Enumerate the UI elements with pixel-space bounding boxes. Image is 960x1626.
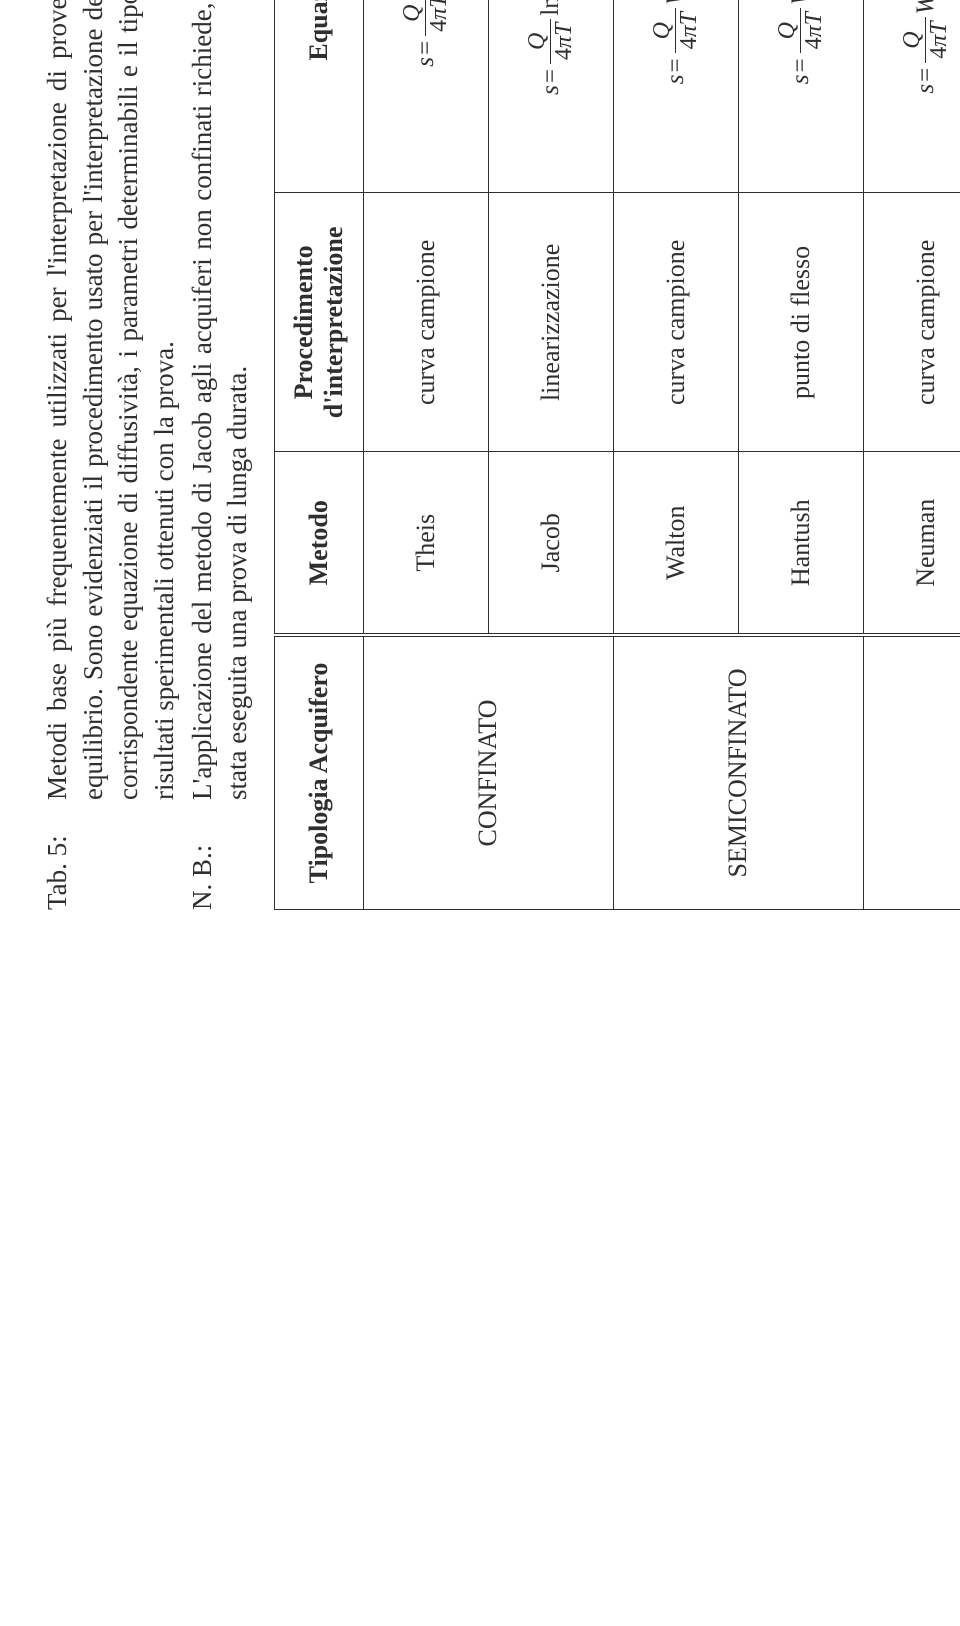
procedure-cell: punto di flesso xyxy=(738,193,863,452)
equation-cell: s=Q4πTW(u,rB) xyxy=(613,0,738,193)
table-row: CONFINATOTheiscurva campiones=Q4πTW(u)T,… xyxy=(363,0,488,910)
aquifer-type-cell: SEMICONFINATO xyxy=(613,635,863,910)
procedure-cell: curva campione xyxy=(363,193,488,452)
equation-cell: s=Q4πTW(u) xyxy=(363,0,488,193)
note-body: L'applicazione del metodo di Jacob agli … xyxy=(185,0,256,800)
caption-body: Metodi base più frequentemente utilizzat… xyxy=(40,0,183,800)
note-label: N. B.: xyxy=(185,800,256,910)
aquifer-type-cell: NON CONFINATO xyxy=(863,635,960,910)
method-cell: Neuman xyxy=(863,452,960,635)
procedure-cell: curva campione xyxy=(613,193,738,452)
table-row: NON CONFINATONeumancurva campiones=Q4πTW… xyxy=(863,0,960,910)
table-caption: Tab. 5: Metodi base più frequentemente u… xyxy=(40,0,183,910)
method-cell: Theis xyxy=(363,452,488,635)
method-cell: Walton xyxy=(613,452,738,635)
col-header-method: Metodo xyxy=(274,452,363,635)
table-note: N. B.: L'applicazione del metodo di Jaco… xyxy=(185,0,256,910)
table-body: CONFINATOTheiscurva campiones=Q4πTW(u)T,… xyxy=(363,0,960,910)
aquifer-type-cell: CONFINATO xyxy=(363,635,613,910)
procedure-cell: curva campione xyxy=(863,193,960,452)
equation-cell: s=Q4πTW(u,rB) xyxy=(738,0,863,193)
method-cell: Jacob xyxy=(488,452,613,635)
col-header-procedure: Procedimento d'interpretazione xyxy=(274,193,363,452)
equation-cell: s=Q4πTW(ua,ub,β) xyxy=(863,0,960,193)
table-row: SEMICONFINATOWaltoncurva campiones=Q4πTW… xyxy=(613,0,738,910)
equation-cell: s=Q4πTln2.25tTSr2 xyxy=(488,0,613,193)
col-header-equation: Equazione xyxy=(274,0,363,193)
col-header-typology: Tipologia Acquifero xyxy=(274,635,363,910)
methods-table: Tipologia Acquifero Metodo Procedimento … xyxy=(274,0,960,910)
table-header-row: Tipologia Acquifero Metodo Procedimento … xyxy=(274,0,363,910)
caption-label: Tab. 5: xyxy=(40,800,183,910)
page-root: Tab. 5: Metodi base più frequentemente u… xyxy=(0,0,960,960)
method-cell: Hantush xyxy=(738,452,863,635)
procedure-cell: linearizzazione xyxy=(488,193,613,452)
